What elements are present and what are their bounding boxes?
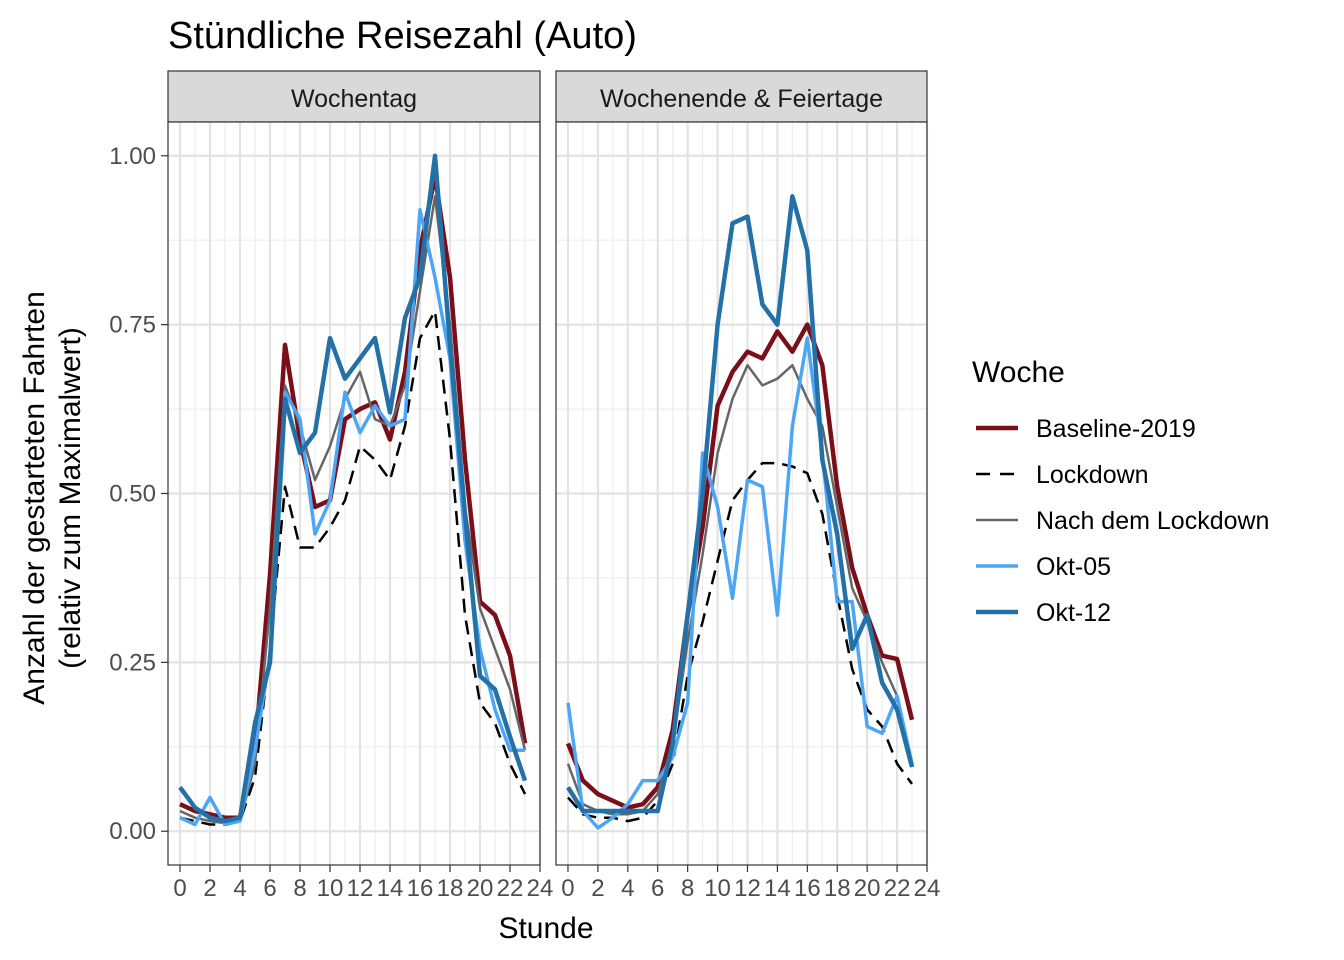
legend-label: Okt-05 <box>1036 553 1111 581</box>
y-tick-label: 1.00 <box>109 143 156 170</box>
x-tick-label: 16 <box>407 875 434 902</box>
series-line-nach-dem-lockdown <box>566 363 914 816</box>
panel-strip <box>555 70 928 123</box>
x-tick-label: 10 <box>704 875 731 902</box>
x-tick-label: 14 <box>764 875 791 902</box>
legend-label: Nach dem Lockdown <box>1036 507 1269 535</box>
x-tick-label: 22 <box>497 875 524 902</box>
y-tick-label: 0.25 <box>109 649 156 676</box>
legend-label: Baseline-2019 <box>1036 415 1196 443</box>
series-line-okt-12 <box>566 194 915 814</box>
x-tick-label: 6 <box>651 875 664 902</box>
x-tick-label: 0 <box>561 875 574 902</box>
panel-strip <box>167 70 541 123</box>
x-tick-label: 2 <box>203 875 216 902</box>
legend-label: Lockdown <box>1036 461 1149 489</box>
x-tick-label: 16 <box>794 875 821 902</box>
x-tick-label: 6 <box>263 875 276 902</box>
panel-strip-label: Wochentag <box>291 85 417 113</box>
series-line-lockdown <box>567 461 914 823</box>
chart-title: Stündliche Reisezahl (Auto) <box>168 15 637 57</box>
x-tick-label: 24 <box>527 875 554 902</box>
panel-strip-label: Wochenende & Feiertage <box>600 85 883 113</box>
series-line-okt-05 <box>566 336 914 830</box>
y-tick-label: 0.75 <box>109 312 156 339</box>
panel-border <box>555 121 928 866</box>
y-tick-label: 0.50 <box>109 481 156 508</box>
x-tick-label: 14 <box>377 875 404 902</box>
series-line-lockdown <box>179 309 527 826</box>
x-tick-label: 12 <box>734 875 761 902</box>
x-tick-label: 10 <box>317 875 344 902</box>
x-tick-label: 8 <box>293 875 306 902</box>
x-tick-label: 20 <box>467 875 494 902</box>
y-axis-label-line1: Anzahl der gestarteten Fahrten <box>18 291 51 705</box>
x-axis-label: Stunde <box>498 912 593 945</box>
y-tick-label: 0.00 <box>109 818 156 845</box>
series-line-okt-12 <box>178 153 528 824</box>
legend: Woche Baseline-2019 Lockdown Nach dem Lock… <box>972 356 1269 627</box>
x-tick-label: 2 <box>591 875 604 902</box>
x-tick-label: 24 <box>914 875 941 902</box>
x-tick-label: 4 <box>233 875 246 902</box>
y-axis-label-line2: (relativ zum Maximalwert) <box>54 327 87 669</box>
x-tick-label: 8 <box>681 875 694 902</box>
y-axis: 0.00 0.25 0.50 0.75 1.00 <box>109 143 168 845</box>
x-tick-label: 18 <box>437 875 464 902</box>
legend-title: Woche <box>972 356 1065 389</box>
legend-label: Okt-12 <box>1036 599 1111 627</box>
x-tick-label: 12 <box>347 875 374 902</box>
x-tick-label: 0 <box>173 875 186 902</box>
x-tick-label: 20 <box>854 875 881 902</box>
x-tick-label: 18 <box>824 875 851 902</box>
x-tick-label: 22 <box>884 875 911 902</box>
x-tick-label: 4 <box>621 875 634 902</box>
